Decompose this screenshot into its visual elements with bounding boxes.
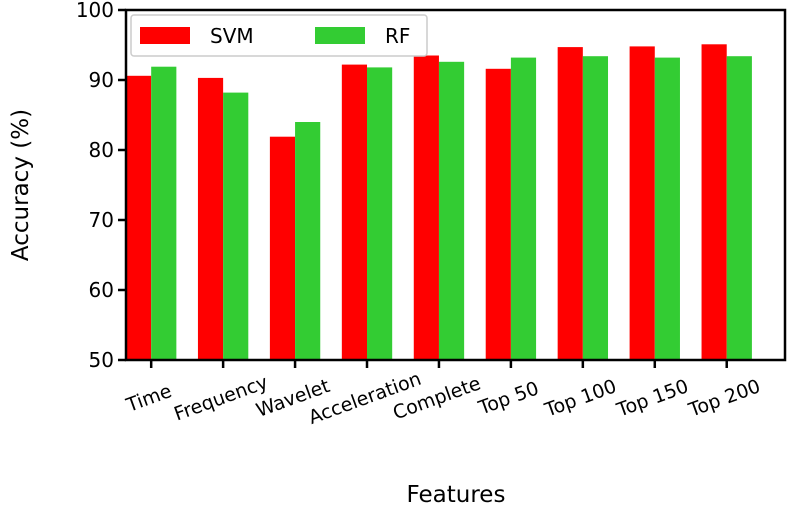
bar-svm-top-100 (557, 47, 583, 360)
bar-svm-top-150 (629, 46, 655, 361)
y-tick-label: 70 (89, 208, 114, 232)
bar-svm-top-50 (485, 68, 511, 361)
x-tick-label: Top 150 (613, 375, 691, 421)
bar-rf-wavelet (295, 122, 321, 360)
bar-svm-time (126, 75, 152, 361)
legend: SVM RF (130, 14, 428, 57)
x-axis: TimeFrequencyWaveletAccelerationComplete… (123, 360, 763, 429)
bar-svm-frequency (197, 77, 224, 361)
x-tick-label: Frequency (171, 371, 271, 425)
legend-swatch-svm (140, 27, 190, 44)
bar-rf-top-200 (726, 56, 752, 360)
y-tick-label: 90 (89, 68, 114, 92)
y-tick-label: 50 (89, 348, 114, 372)
bar-rf-top-150 (654, 57, 680, 360)
bar-svm-acceleration (341, 64, 368, 360)
legend-label-svm: SVM (210, 24, 254, 48)
x-tick-label: Top 200 (685, 375, 763, 421)
y-tick-label: 80 (89, 138, 114, 162)
bar-svm-wavelet (269, 136, 296, 360)
bar-rf-acceleration (367, 67, 393, 361)
bars-layer (126, 44, 752, 361)
bar-rf-time (151, 66, 177, 360)
legend-swatch-rf (315, 27, 365, 44)
x-axis-title: Features (407, 482, 506, 508)
x-tick-label: Top 50 (475, 377, 542, 419)
legend-box (130, 14, 428, 57)
bar-rf-top-50 (510, 57, 537, 360)
bar-rf-frequency (223, 92, 249, 360)
bar-svm-top-200 (701, 44, 727, 361)
x-tick-label: Top 100 (541, 375, 619, 421)
y-axis: 50 60 70 80 90 100 (76, 0, 126, 372)
y-tick-label: 100 (76, 0, 114, 22)
bar-svm-complete (413, 55, 439, 360)
x-tick-label: Time (123, 380, 175, 417)
bar-rf-top-100 (582, 56, 609, 360)
bar-rf-complete (438, 61, 465, 361)
plot-frame (124, 8, 787, 362)
y-axis-title: Accuracy (%) (8, 109, 34, 261)
legend-label-rf: RF (385, 24, 410, 48)
y-tick-label: 60 (89, 278, 114, 302)
